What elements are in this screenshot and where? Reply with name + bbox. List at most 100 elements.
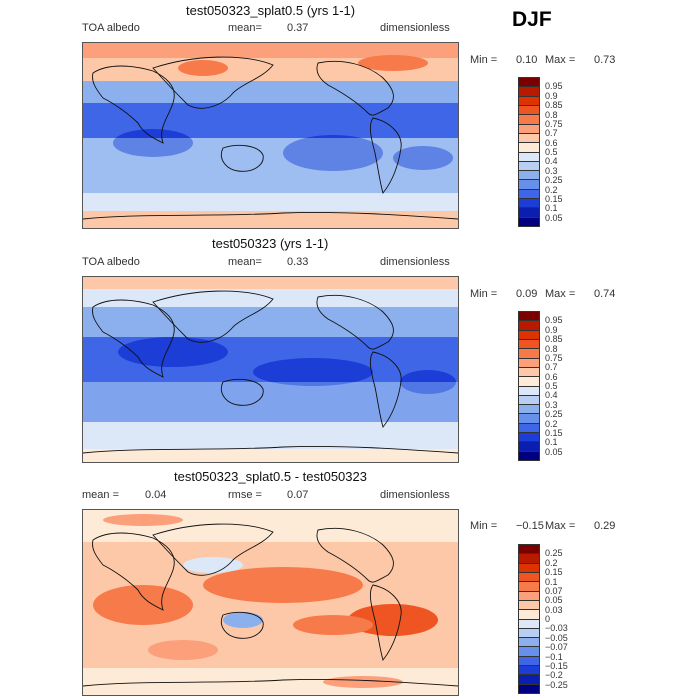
- south-america-coast: [369, 584, 402, 661]
- colorbar-swatch: [519, 628, 539, 639]
- colorbar-tick-label: 0.4: [545, 156, 558, 167]
- colorbar-tick-label: 0.15: [545, 427, 563, 438]
- colorbar-tick-label: −0.15: [545, 660, 568, 671]
- colorbar-swatch: [519, 180, 539, 190]
- colorbar-swatch: [519, 358, 539, 368]
- colorbar-swatch: [519, 405, 539, 415]
- high-albedo-patch: [178, 60, 228, 76]
- colorbar-swatch: [519, 208, 539, 218]
- panel2-map-svg: [83, 277, 458, 462]
- colorbar-tick-label: 0.75: [545, 118, 563, 129]
- africa-europe-coast: [92, 532, 175, 611]
- positive-patch: [203, 567, 363, 603]
- colorbar-swatch: [519, 545, 539, 555]
- colorbar-swatch: [519, 152, 539, 162]
- colorbar-swatch: [519, 339, 539, 350]
- colorbar-swatch: [519, 115, 539, 125]
- antarctica-coast: [83, 212, 458, 220]
- colorbar-swatch: [519, 656, 539, 667]
- panel1-variable-label: TOA albedo: [82, 22, 140, 34]
- panel1-map-svg: [83, 43, 458, 228]
- colorbar-swatch: [519, 133, 539, 144]
- colorbar-swatch: [519, 451, 539, 460]
- subtropic-band: [83, 382, 458, 422]
- africa-europe-coast: [92, 65, 175, 144]
- south-band: [83, 422, 458, 450]
- panel1-map: [82, 42, 459, 229]
- colorbar-tick-label: 0.25: [545, 175, 563, 186]
- colorbar-swatch: [519, 330, 539, 340]
- north-america-coast: [316, 527, 394, 583]
- panel2-map: [82, 276, 459, 463]
- colorbar-swatch: [519, 395, 539, 406]
- colorbar-tick-label: 0.8: [545, 109, 558, 120]
- arctic-band: [83, 43, 458, 58]
- colorbar-swatch: [519, 321, 539, 331]
- panel1-colorbar: [518, 77, 540, 227]
- colorbar-swatch: [519, 638, 539, 648]
- panel2-min-value: 0.09: [516, 288, 538, 300]
- antarctica-coast: [83, 446, 458, 454]
- colorbar-swatch: [519, 563, 539, 573]
- panel2-max-label: Max =: [545, 288, 576, 300]
- panel3-rmse-value: 0.07: [287, 489, 309, 501]
- colorbar-tick-label: 0.8: [545, 343, 558, 354]
- colorbar-tick-label: 0.03: [545, 604, 563, 615]
- colorbar-tick-label: 0.95: [545, 315, 563, 326]
- colorbar-swatch: [519, 349, 539, 359]
- high-albedo-patch: [358, 55, 428, 71]
- positive-patch: [93, 585, 193, 625]
- arctic-band: [83, 277, 458, 289]
- north-america-coast: [316, 294, 394, 350]
- negative-patch: [183, 557, 243, 573]
- midlat-band: [83, 81, 458, 103]
- positive-patch: [323, 676, 403, 688]
- colorbar-tick-label: 0.85: [545, 100, 563, 111]
- panel2-units: dimensionless: [380, 256, 450, 268]
- coastlines: [83, 56, 458, 220]
- colorbar-tick-label: 0.3: [545, 399, 558, 410]
- panel3-min-value: −0.15: [516, 520, 544, 532]
- colorbar-tick-label: 0.7: [545, 128, 558, 139]
- colorbar-tick-label: 0.2: [545, 557, 558, 568]
- australia-coast: [220, 611, 264, 639]
- colorbar-tick-label: 0.95: [545, 81, 563, 92]
- colorbar-tick-label: 0.1: [545, 437, 558, 448]
- colorbar-swatch: [519, 554, 539, 564]
- colorbar-tick-label: 0.9: [545, 90, 558, 101]
- colorbar-tick-label: 0.1: [545, 203, 558, 214]
- colorbar-swatch: [519, 619, 539, 629]
- colorbar-swatch: [519, 161, 539, 172]
- asia-coast: [152, 56, 274, 109]
- colorbar-swatch: [519, 171, 539, 181]
- colorbar-swatch: [519, 217, 539, 226]
- panel2-variable-label: TOA albedo: [82, 256, 140, 268]
- colorbar-swatch: [519, 87, 539, 97]
- panel1-mean-value: 0.37: [287, 22, 309, 34]
- colorbar-tick-label: 0.4: [545, 390, 558, 401]
- colorbar-swatch: [519, 414, 539, 424]
- colorbar-swatch: [519, 124, 539, 134]
- colorbar-tick-label: 0.75: [545, 352, 563, 363]
- panel1-min-label: Min =: [470, 54, 498, 66]
- australia-coast: [220, 378, 264, 406]
- subtropic-band: [83, 138, 458, 193]
- colorbar-swatch: [519, 312, 539, 322]
- panel3-max-label: Max =: [545, 520, 576, 532]
- north-america-coast: [316, 60, 394, 116]
- panel2-mean-label: mean=: [228, 256, 262, 268]
- panel3-map-svg: [83, 510, 458, 695]
- colorbar-swatch: [519, 610, 539, 620]
- colorbar-tick-label: −0.05: [545, 632, 568, 643]
- colorbar-swatch: [519, 442, 539, 452]
- south-band: [83, 193, 458, 215]
- colorbar-tick-label: 0.5: [545, 381, 558, 391]
- africa-europe-coast: [92, 299, 175, 378]
- panel3-rmse-label: rmse =: [228, 489, 262, 501]
- panel1-units: dimensionless: [380, 22, 450, 34]
- colorbar-tick-label: −0.25: [545, 679, 568, 690]
- colorbar-tick-label: −0.07: [545, 642, 568, 653]
- colorbar-tick-label: 0.05: [545, 212, 563, 223]
- colorbar-swatch: [519, 199, 539, 209]
- colorbar-swatch: [519, 105, 539, 116]
